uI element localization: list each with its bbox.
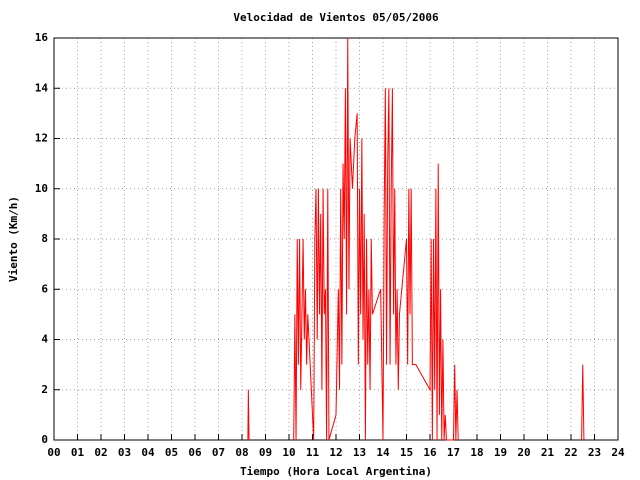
y-tick-label: 10: [35, 182, 48, 195]
x-tick-label: 15: [400, 446, 413, 459]
x-tick-label: 16: [423, 446, 437, 459]
x-tick-label: 18: [470, 446, 483, 459]
x-tick-label: 24: [611, 446, 625, 459]
y-axis-label: Viento (Km/h): [7, 196, 20, 282]
y-tick-label: 14: [35, 81, 49, 94]
x-tick-label: 23: [588, 446, 601, 459]
x-tick-label: 05: [165, 446, 178, 459]
data-line: [247, 37, 585, 441]
x-tick-label: 06: [188, 446, 202, 459]
x-tick-label: 19: [494, 446, 507, 459]
x-tick-label: 07: [212, 446, 225, 459]
y-tick-label: 0: [41, 433, 48, 446]
x-tick-label: 02: [94, 446, 107, 459]
x-tick-label: 09: [259, 446, 272, 459]
x-tick-label: 03: [118, 446, 131, 459]
y-tick-label: 4: [41, 333, 48, 346]
x-tick-label: 04: [141, 446, 155, 459]
x-tick-label: 10: [282, 446, 295, 459]
x-tick-label: 01: [71, 446, 85, 459]
y-tick-label: 8: [41, 232, 48, 245]
x-tick-label: 13: [353, 446, 366, 459]
x-tick-label: 08: [235, 446, 248, 459]
y-tick-label: 12: [35, 132, 48, 145]
y-tick-label: 2: [41, 383, 48, 396]
x-tick-label: 14: [376, 446, 390, 459]
x-tick-label: 20: [517, 446, 530, 459]
plot-frame: [53, 37, 619, 441]
x-tick-label: 17: [447, 446, 460, 459]
x-tick-label: 11: [306, 446, 320, 459]
x-axis-label: Tiempo (Hora Local Argentina): [240, 465, 432, 478]
chart-title: Velocidad de Vientos 05/05/2006: [233, 11, 439, 24]
y-tick-label: 16: [35, 31, 49, 44]
x-tick-label: 00: [47, 446, 60, 459]
x-tick-label: 22: [564, 446, 577, 459]
y-tick-label: 6: [41, 282, 48, 295]
x-tick-label: 21: [541, 446, 555, 459]
x-tick-label: 12: [329, 446, 342, 459]
